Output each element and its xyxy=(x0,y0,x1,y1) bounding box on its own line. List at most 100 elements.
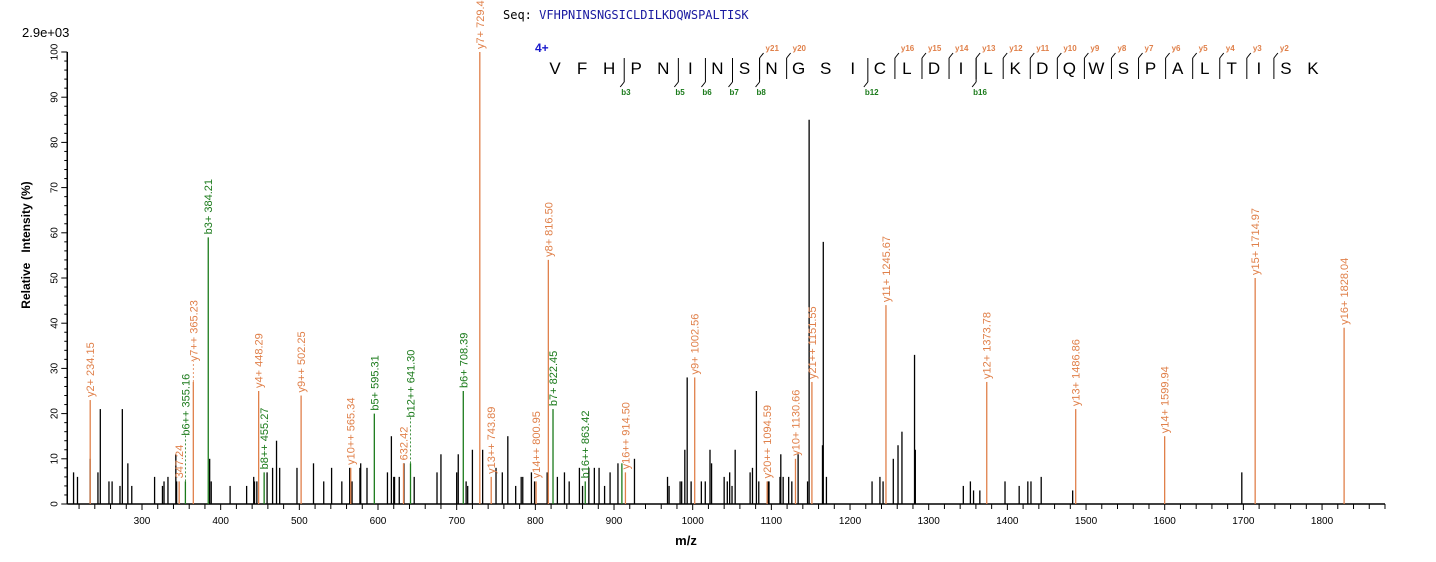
y-ion-label: y2 xyxy=(1280,44,1289,53)
y-tick-label: 20 xyxy=(49,408,60,420)
b-ion-label: b6 xyxy=(702,88,712,97)
sequence-title: Seq: VFHPNINSNGSICLDILKDQWSPALTISK xyxy=(503,8,749,22)
peak-label: y13++ 743.89 xyxy=(486,407,498,474)
x-tick-label: 1800 xyxy=(1311,516,1334,527)
residue-letter: F xyxy=(577,59,587,78)
b-cleavage-tick xyxy=(728,81,733,88)
x-tick-label: 700 xyxy=(448,516,465,527)
peak-label: y2+ 234.15 xyxy=(85,342,97,397)
seq-prefix: Seq: xyxy=(503,8,532,22)
residue-letter: S xyxy=(1118,59,1129,78)
residue-letter: L xyxy=(1200,59,1209,78)
peak-label: b5+ 595.31 xyxy=(369,355,381,410)
peak-labels: y2+ 234.15 347.24 b6++ 355.16 y7++ 365.23 b3… xyxy=(85,0,1351,482)
peak-label: b16++ 863.42 xyxy=(580,410,592,478)
peak-label: b6+ 708.39 xyxy=(458,333,470,388)
b-ion-label: b16 xyxy=(973,88,987,97)
residue-letter: D xyxy=(1036,59,1048,78)
residue-letter: L xyxy=(983,59,992,78)
residue-letter: W xyxy=(1088,59,1104,78)
y-cleavage-tick xyxy=(1056,52,1062,59)
residue-letter: I xyxy=(959,59,964,78)
x-tick-label: 300 xyxy=(134,516,151,527)
peak-label: y4+ 448.29 xyxy=(254,333,266,388)
b-ion-label: b3 xyxy=(621,88,631,97)
y-ion-label: y16 xyxy=(901,44,915,53)
peak-label: b6++ 355.16 xyxy=(180,374,192,436)
y-ion-label: y21 xyxy=(766,44,780,53)
y-ion-label: y14 xyxy=(955,44,969,53)
y-ion-label: y3 xyxy=(1253,44,1262,53)
b-cleavage-tick xyxy=(755,81,760,88)
y-tick-label: 40 xyxy=(49,317,60,329)
peak-label: 347.24 xyxy=(174,445,186,479)
y-ion-label: y15 xyxy=(928,44,942,53)
y-cleavage-tick xyxy=(948,52,954,59)
y-cleavage-tick xyxy=(1002,52,1008,59)
peak-label: y9+ 1002.56 xyxy=(690,314,702,375)
x-tick-label: 1400 xyxy=(996,516,1019,527)
residue-letter: I xyxy=(850,59,855,78)
residue-letter: C xyxy=(874,59,886,78)
residue-letter: L xyxy=(902,59,911,78)
y-cleavage-tick xyxy=(1138,52,1143,59)
peak-label: y20++ 1094.59 xyxy=(762,405,774,478)
y-ion-label: y8 xyxy=(1117,44,1126,53)
peak-label: y15+ 1714.97 xyxy=(1250,208,1262,275)
peak-label: b8++ 455.27 xyxy=(259,408,271,470)
x-tick-label: 1100 xyxy=(761,516,783,527)
x-tick-label: 900 xyxy=(606,516,623,527)
peak-label: y14+ 1599.94 xyxy=(1160,366,1172,433)
y-cleavage-tick xyxy=(921,52,927,59)
peak-label: y10++ 565.34 xyxy=(346,398,358,465)
x-tick-label: 1300 xyxy=(918,516,941,527)
y-cleavage-tick xyxy=(786,52,792,59)
y-ion-label: y9 xyxy=(1090,44,1099,53)
residue-letter: N xyxy=(765,59,777,78)
y-tick-label: 100 xyxy=(49,43,60,60)
y-cleavage-tick xyxy=(1029,52,1035,59)
y-tick-label: 80 xyxy=(49,136,60,148)
x-tick-label: 800 xyxy=(527,516,544,527)
peak-label: y12+ 1373.78 xyxy=(982,312,994,379)
b-ion-label: b5 xyxy=(675,88,685,97)
y-tick-label: 0 xyxy=(49,501,60,507)
b-ion-label: b7 xyxy=(729,88,739,97)
peak-label: y9++ 502.25 xyxy=(296,331,308,392)
y-ion-label: y20 xyxy=(793,44,807,53)
y-cleavage-tick xyxy=(975,52,981,59)
y-ion-label: y6 xyxy=(1172,44,1181,53)
peak-label: y8+ 816.50 xyxy=(543,202,555,257)
residue-letter: S xyxy=(820,59,831,78)
residue-letter: H xyxy=(603,59,615,78)
y-cleavage-tick xyxy=(1192,52,1198,59)
y-cleavage-tick xyxy=(1111,52,1116,59)
peak-label: y10+ 1130.66 xyxy=(790,390,802,456)
y-ion-label: y4 xyxy=(1226,44,1235,53)
x-axis-title: m/z xyxy=(675,533,697,548)
peak-label: y14++ 800.95 xyxy=(531,411,543,478)
y-tick-label: 10 xyxy=(49,453,60,465)
y-cleavage-tick xyxy=(759,52,764,59)
residue-letter: N xyxy=(711,59,723,78)
residue-letter: D xyxy=(928,59,940,78)
charge-label: 4+ xyxy=(535,41,549,55)
y-cleavage-tick xyxy=(1084,52,1089,59)
residue-letter: S xyxy=(739,59,750,78)
peak-label: y7++ 365.23 xyxy=(188,300,200,361)
b-ion-label: b8 xyxy=(757,88,767,97)
peak-label: b3+ 384.21 xyxy=(203,179,215,234)
residue-letter: A xyxy=(1172,59,1184,78)
peak-label: y11+ 1245.67 xyxy=(881,236,893,302)
x-tick-label: 1000 xyxy=(682,516,705,527)
y-tick-label: 70 xyxy=(49,182,60,194)
residue-letter: V xyxy=(549,59,561,78)
peak-label: y7+ 729.4 xyxy=(475,0,487,49)
y-axis-title: Relative Intensity (%) xyxy=(19,181,33,308)
residue-letter: S xyxy=(1280,59,1291,78)
peak-label: 632.42 xyxy=(399,427,411,461)
y-ion-label: y5 xyxy=(1199,44,1208,53)
y-ion-label: y13 xyxy=(982,44,996,53)
